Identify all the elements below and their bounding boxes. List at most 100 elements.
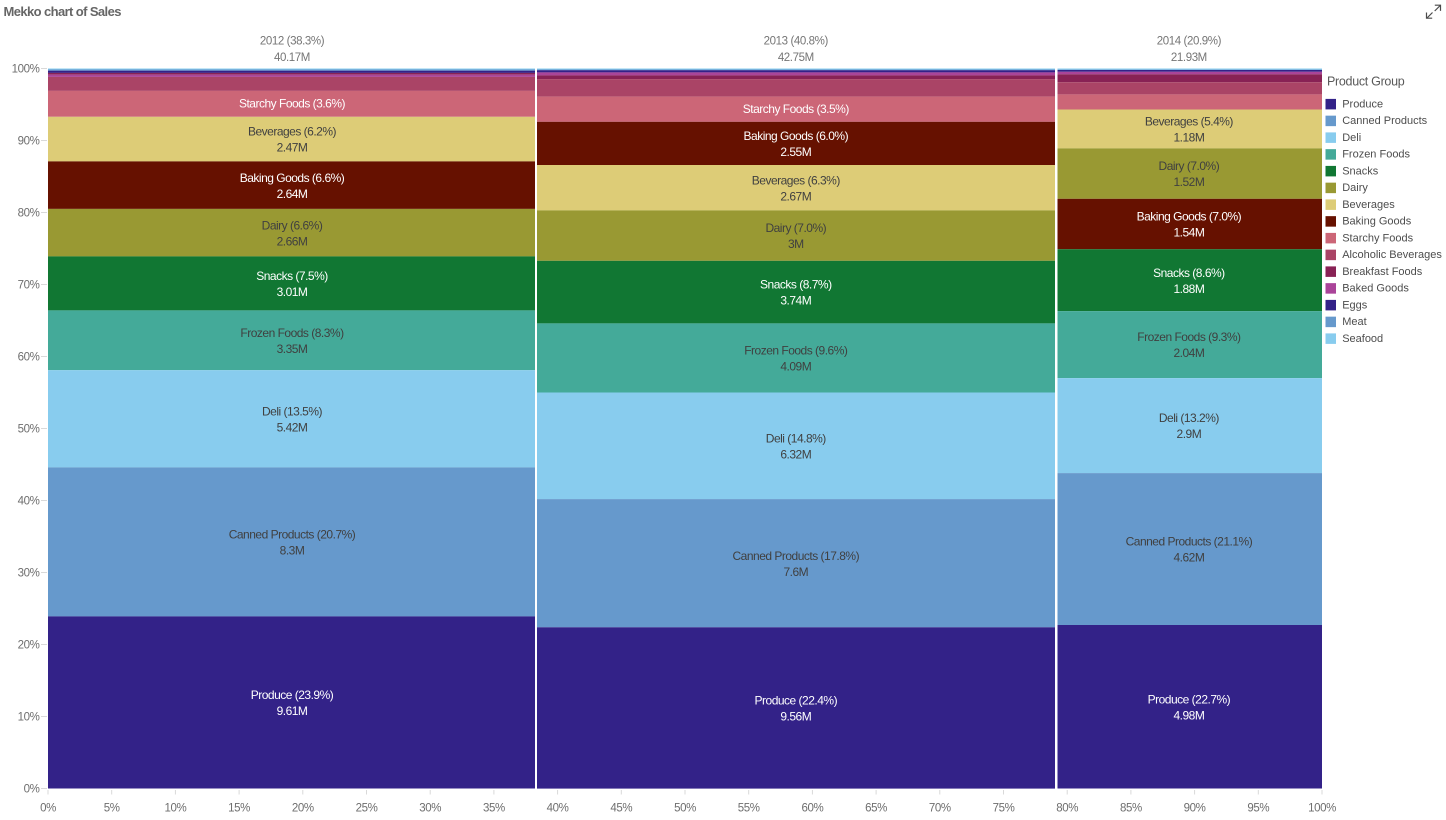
svg-text:Eggs: Eggs	[1342, 299, 1368, 311]
svg-text:1.18M: 1.18M	[1173, 131, 1204, 145]
svg-text:15%: 15%	[228, 803, 250, 815]
svg-text:Frozen Foods: Frozen Foods	[1342, 149, 1410, 161]
svg-text:4.98M: 4.98M	[1173, 708, 1204, 722]
svg-text:Baking Goods (6.6%): Baking Goods (6.6%)	[240, 171, 345, 185]
svg-text:1.54M: 1.54M	[1173, 226, 1204, 240]
svg-text:Canned Products (21.1%): Canned Products (21.1%)	[1126, 535, 1253, 549]
svg-text:80%: 80%	[18, 208, 40, 220]
svg-text:0%: 0%	[40, 803, 56, 815]
svg-text:5.42M: 5.42M	[277, 420, 308, 434]
svg-text:90%: 90%	[1184, 803, 1206, 815]
svg-text:Deli (13.2%): Deli (13.2%)	[1159, 411, 1220, 425]
svg-text:Seafood: Seafood	[1342, 333, 1383, 345]
svg-text:Frozen Foods (9.3%): Frozen Foods (9.3%)	[1137, 330, 1241, 344]
svg-text:20%: 20%	[292, 803, 314, 815]
svg-text:42.75M: 42.75M	[778, 52, 814, 64]
svg-text:2.04M: 2.04M	[1173, 346, 1204, 360]
svg-text:2.66M: 2.66M	[277, 234, 308, 248]
svg-text:55%: 55%	[738, 803, 760, 815]
svg-text:Produce (22.7%): Produce (22.7%)	[1148, 692, 1231, 706]
svg-text:3.01M: 3.01M	[277, 285, 308, 299]
svg-text:90%: 90%	[18, 136, 40, 148]
svg-text:4.62M: 4.62M	[1173, 551, 1204, 565]
svg-text:Dairy: Dairy	[1342, 182, 1368, 194]
svg-text:80%: 80%	[1056, 803, 1078, 815]
svg-text:Meat: Meat	[1342, 316, 1366, 328]
svg-text:2.55M: 2.55M	[780, 145, 811, 159]
svg-text:8.3M: 8.3M	[280, 544, 305, 558]
svg-text:85%: 85%	[1120, 803, 1142, 815]
svg-text:60%: 60%	[18, 352, 40, 364]
svg-text:70%: 70%	[929, 803, 951, 815]
svg-text:7.6M: 7.6M	[783, 565, 808, 579]
svg-text:Product Group: Product Group	[1327, 75, 1405, 89]
svg-text:Snacks: Snacks	[1342, 165, 1379, 177]
svg-text:2.67M: 2.67M	[780, 189, 811, 203]
svg-text:2014 (20.9%): 2014 (20.9%)	[1157, 36, 1222, 48]
svg-text:Dairy (6.6%): Dairy (6.6%)	[262, 218, 323, 232]
svg-text:Produce (22.4%): Produce (22.4%)	[755, 694, 838, 708]
svg-text:Beverages: Beverages	[1342, 199, 1395, 211]
svg-text:0%: 0%	[24, 784, 40, 796]
svg-text:40%: 40%	[18, 496, 40, 508]
svg-text:Baking Goods (7.0%): Baking Goods (7.0%)	[1137, 210, 1242, 224]
svg-text:Produce: Produce	[1342, 98, 1383, 110]
svg-text:Canned Products (20.7%): Canned Products (20.7%)	[229, 528, 356, 542]
svg-text:Baked Goods: Baked Goods	[1342, 283, 1409, 295]
svg-text:25%: 25%	[356, 803, 378, 815]
svg-text:Snacks (7.5%): Snacks (7.5%)	[256, 269, 328, 283]
svg-text:2.64M: 2.64M	[277, 187, 308, 201]
svg-text:Dairy (7.0%): Dairy (7.0%)	[765, 221, 826, 235]
svg-text:Alcoholic Beverages: Alcoholic Beverages	[1342, 249, 1442, 261]
svg-text:3.74M: 3.74M	[780, 294, 811, 308]
svg-text:70%: 70%	[18, 280, 40, 292]
svg-text:35%: 35%	[483, 803, 505, 815]
svg-text:Starchy Foods: Starchy Foods	[1342, 232, 1413, 244]
svg-text:6.32M: 6.32M	[780, 447, 811, 461]
svg-text:Beverages (6.2%): Beverages (6.2%)	[248, 125, 337, 139]
svg-text:2013 (40.8%): 2013 (40.8%)	[764, 36, 829, 48]
svg-text:21.93M: 21.93M	[1171, 52, 1207, 64]
svg-text:Deli: Deli	[1342, 132, 1361, 144]
svg-text:100%: 100%	[12, 64, 40, 76]
svg-text:2012 (38.3%): 2012 (38.3%)	[260, 36, 325, 48]
svg-text:10%: 10%	[164, 803, 186, 815]
svg-text:95%: 95%	[1247, 803, 1269, 815]
svg-text:Dairy (7.0%): Dairy (7.0%)	[1159, 159, 1220, 173]
svg-text:100%: 100%	[1308, 803, 1336, 815]
svg-text:Snacks (8.6%): Snacks (8.6%)	[1153, 266, 1225, 280]
svg-text:Breakfast Foods: Breakfast Foods	[1342, 266, 1423, 278]
svg-text:Canned Products: Canned Products	[1342, 115, 1427, 127]
svg-text:65%: 65%	[865, 803, 887, 815]
svg-text:50%: 50%	[18, 424, 40, 436]
svg-text:9.61M: 9.61M	[277, 704, 308, 718]
svg-text:45%: 45%	[610, 803, 632, 815]
svg-text:Beverages (6.3%): Beverages (6.3%)	[752, 173, 841, 187]
svg-text:30%: 30%	[18, 568, 40, 580]
svg-text:75%: 75%	[993, 803, 1015, 815]
svg-text:4.09M: 4.09M	[780, 360, 811, 374]
svg-text:1.52M: 1.52M	[1173, 175, 1204, 189]
svg-text:Deli (13.5%): Deli (13.5%)	[262, 404, 323, 418]
svg-text:Frozen Foods (9.6%): Frozen Foods (9.6%)	[744, 344, 848, 358]
svg-text:2.47M: 2.47M	[277, 141, 308, 155]
svg-text:3M: 3M	[788, 237, 804, 251]
svg-text:Beverages (5.4%): Beverages (5.4%)	[1145, 115, 1234, 129]
svg-text:Starchy Foods (3.6%): Starchy Foods (3.6%)	[239, 96, 346, 110]
svg-text:1.88M: 1.88M	[1173, 282, 1204, 296]
svg-text:10%: 10%	[18, 712, 40, 724]
svg-text:20%: 20%	[18, 640, 40, 652]
svg-text:Baking Goods: Baking Goods	[1342, 216, 1412, 228]
svg-text:2.9M: 2.9M	[1177, 427, 1202, 441]
svg-text:60%: 60%	[801, 803, 823, 815]
svg-text:3.35M: 3.35M	[277, 342, 308, 356]
svg-text:9.56M: 9.56M	[780, 710, 811, 724]
svg-text:40.17M: 40.17M	[274, 52, 310, 64]
svg-text:Mekko chart of Sales: Mekko chart of Sales	[4, 4, 122, 19]
svg-text:Deli (14.8%): Deli (14.8%)	[766, 431, 827, 445]
svg-text:Frozen Foods (8.3%): Frozen Foods (8.3%)	[240, 326, 344, 340]
svg-text:Snacks (8.7%): Snacks (8.7%)	[760, 278, 832, 292]
svg-text:5%: 5%	[104, 803, 120, 815]
svg-text:Starchy Foods (3.5%): Starchy Foods (3.5%)	[743, 102, 850, 116]
svg-text:Canned Products (17.8%): Canned Products (17.8%)	[733, 549, 860, 563]
